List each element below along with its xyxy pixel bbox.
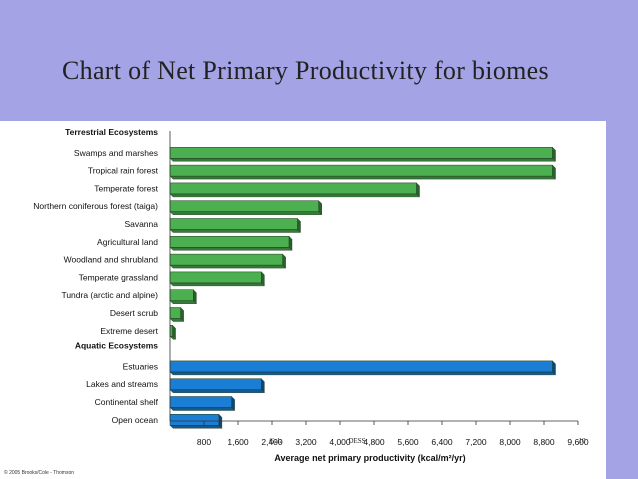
category-label-temperate-forest: Temperate forest	[94, 183, 158, 193]
npp-bar-chart: Terrestrial Ecosystems Swamps and marshes…	[33, 127, 589, 463]
x-tick-label-1600: 1,600	[227, 437, 249, 447]
category-label-lakes-and-streams: Lakes and streams	[86, 379, 158, 389]
bar-bottom-lakes-and-streams	[169, 389, 265, 393]
bar-temperate-grassland	[169, 271, 262, 284]
bar-woodland-and-shrubland	[169, 253, 283, 266]
x-tick-label-800: 800	[197, 437, 211, 447]
x-tick-label-4000: 4,000	[329, 437, 351, 447]
category-label-continental-shelf: Continental shelf	[95, 397, 159, 407]
bar-northern-coniferous-forest-taiga	[169, 200, 319, 212]
x-tick-label-5600: 5,600	[397, 437, 419, 447]
x-tick-label-7200: 7,200	[465, 437, 487, 447]
bar-bottom-tundra-arctic-and-alpine	[169, 300, 197, 304]
bar-tundra-arctic-and-alpine	[169, 289, 194, 301]
category-label-extreme-desert: Extreme desert	[100, 326, 158, 336]
bar-bottom-estuaries	[169, 371, 556, 376]
bar-desert-scrub	[169, 307, 181, 319]
group-heading-terrestrial: Terrestrial Ecosystems	[65, 127, 158, 137]
bar-swamps-and-marshes	[169, 147, 553, 159]
bar-temperate-forest	[169, 182, 417, 195]
bar-bottom-temperate-grassland	[169, 282, 265, 287]
category-label-tundra-arctic-and-alpine: Tundra (arctic and alpine)	[61, 290, 158, 300]
x-tick-label-2400: 2,400	[261, 437, 283, 447]
category-label-woodland-and-shrubland: Woodland and shrubland	[64, 255, 159, 265]
bar-bottom-tropical-rain-forest	[169, 175, 556, 180]
category-label-estuaries: Estuaries	[123, 361, 158, 371]
category-label-open-ocean: Open ocean	[112, 415, 159, 425]
chart-figure: Terrestrial Ecosystems Swamps and marshes…	[0, 121, 606, 479]
bar-savanna	[169, 218, 298, 230]
category-label-tropical-rain-forest: Tropical rain forest	[88, 166, 159, 176]
category-label-agricultural-land: Agricultural land	[97, 237, 158, 247]
x-tick-label-3200: 3,200	[295, 437, 317, 447]
category-label-desert-scrub: Desert scrub	[110, 308, 158, 318]
bar-bottom-continental-shelf	[169, 407, 236, 411]
copyright-credit: © 2005 Brooks/Cole - Thomson	[4, 470, 75, 476]
category-label-northern-coniferous-forest-taiga: Northern coniferous forest (taiga)	[33, 201, 158, 211]
bar-lakes-and-streams	[169, 378, 262, 390]
bar-bottom-open-ocean	[169, 425, 223, 429]
category-label-swamps-and-marshes: Swamps and marshes	[74, 148, 158, 158]
category-label-temperate-grassland: Temperate grassland	[79, 272, 159, 282]
x-tick-label-8800: 8,800	[533, 437, 555, 447]
x-tick-label-4800: 4,800	[363, 437, 385, 447]
x-tick-label-9600: 9,600	[567, 437, 589, 447]
bar-bottom-savanna	[169, 229, 301, 233]
bar-open-ocean	[169, 414, 220, 426]
overlay-mark-1: Gala	[269, 437, 283, 445]
x-tick-label-8000: 8,000	[499, 437, 521, 447]
x-axis-title: Average net primary productivity (kcal/m…	[274, 453, 465, 463]
bar-bottom-northern-coniferous-forest-taiga	[169, 211, 323, 215]
bar-tropical-rain-forest	[169, 164, 553, 177]
bar-bottom-temperate-forest	[169, 193, 420, 198]
bar-bottom-agricultural-land	[169, 247, 293, 251]
bar-bottom-woodland-and-shrubland	[169, 264, 287, 269]
category-label-savanna: Savanna	[124, 219, 158, 229]
bar-agricultural-land	[169, 236, 290, 248]
overlay-mark-3: 10	[579, 437, 587, 445]
bar-continental-shelf	[169, 396, 232, 408]
bar-bottom-swamps-and-marshes	[169, 158, 556, 162]
bar-estuaries	[169, 360, 553, 373]
group-heading-aquatic: Aquatic Ecosystems	[75, 341, 158, 351]
slide-title: Chart of Net Primary Productivity for bi…	[62, 56, 549, 85]
overlay-mark-2: DESS	[348, 437, 365, 445]
x-tick-label-6400: 6,400	[431, 437, 453, 447]
